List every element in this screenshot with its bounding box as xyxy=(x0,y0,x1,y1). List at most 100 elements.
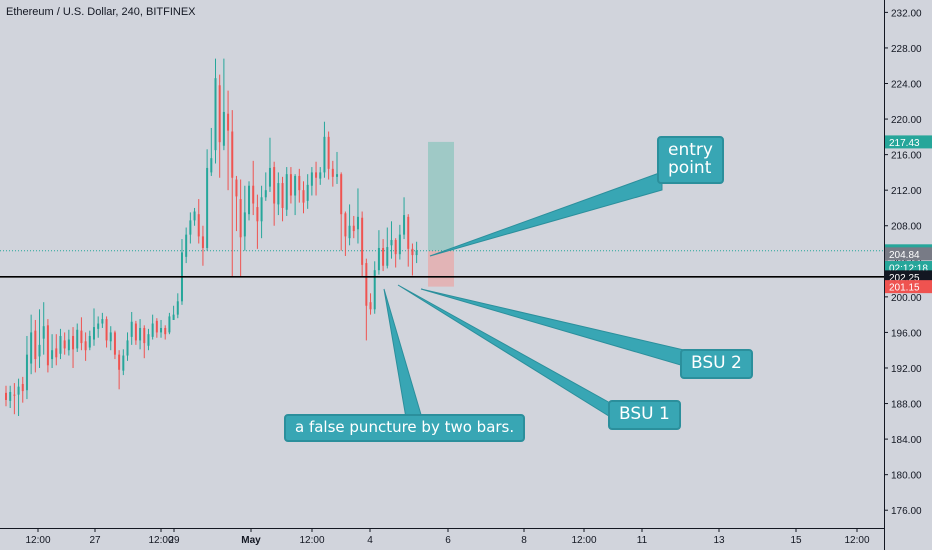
candle-body xyxy=(260,197,263,222)
candle-body xyxy=(411,248,414,256)
candle-body xyxy=(273,167,276,204)
candle-body xyxy=(42,326,45,339)
candle-body xyxy=(323,136,326,173)
candle-body xyxy=(306,184,309,201)
candle-body xyxy=(130,321,133,337)
candle-body xyxy=(118,354,121,370)
time-tick-label: 13 xyxy=(713,535,725,546)
candle-body xyxy=(51,350,54,360)
candle-body xyxy=(168,316,171,333)
time-tick-label: 12:00 xyxy=(25,535,50,546)
time-tick-label: May xyxy=(241,535,261,546)
price-badge-label: 02:12:18 xyxy=(889,264,928,275)
candle-body xyxy=(394,239,397,255)
candle-body xyxy=(38,344,41,357)
candle-body xyxy=(30,332,33,364)
callout-false-puncture: a false puncture by two bars. xyxy=(284,414,526,442)
candle-body xyxy=(298,175,301,191)
candle-body xyxy=(348,225,351,239)
price-badge xyxy=(885,247,932,261)
time-tick-label: 11 xyxy=(637,535,648,546)
candle-body xyxy=(294,175,297,196)
candle-body xyxy=(46,325,49,366)
candle-body xyxy=(101,319,104,324)
price-tick-label: 196.00 xyxy=(891,328,922,339)
candle-body xyxy=(336,174,339,177)
candle-body xyxy=(9,391,12,401)
candle-body xyxy=(344,213,347,237)
candle-body xyxy=(277,183,280,205)
price-badge-label: 202.25 xyxy=(889,273,920,284)
candle-body xyxy=(160,327,163,333)
candle-body xyxy=(340,174,343,215)
candle-body xyxy=(126,340,129,356)
candle-body xyxy=(189,220,192,235)
price-tick-label: 188.00 xyxy=(891,400,922,411)
candle-body xyxy=(264,190,267,198)
candle-body xyxy=(327,136,330,169)
candle-body xyxy=(285,174,288,210)
candle-body xyxy=(17,386,20,395)
candle-body xyxy=(310,172,313,186)
candle-body xyxy=(155,320,158,333)
candle-body xyxy=(214,78,217,151)
candle-body xyxy=(72,335,75,350)
candle-body xyxy=(67,339,70,351)
candle-body xyxy=(361,217,364,265)
candle-body xyxy=(34,330,37,360)
candle-body xyxy=(59,335,62,354)
time-tick-label: 15 xyxy=(790,535,802,546)
candle-body xyxy=(268,167,271,187)
callout-bsu-1: BSU 1 xyxy=(608,400,681,430)
candle-body xyxy=(252,185,255,204)
candle-body xyxy=(331,168,334,177)
time-tick-label: 12:00 xyxy=(571,535,596,546)
candle-body xyxy=(206,167,209,248)
time-axis-bg xyxy=(0,528,884,550)
candle-body xyxy=(97,323,100,329)
candle-body xyxy=(80,330,83,344)
price-badge xyxy=(885,270,932,284)
candle-body xyxy=(382,247,385,266)
candle-body xyxy=(210,158,213,173)
candle-body xyxy=(92,327,95,340)
candle-body xyxy=(201,236,204,248)
candle-body xyxy=(218,85,221,143)
candle-body xyxy=(88,335,91,348)
candle-body xyxy=(390,239,393,246)
candle-body xyxy=(147,334,150,346)
candle-body xyxy=(109,332,112,342)
target-zone xyxy=(428,141,454,251)
candle-body xyxy=(377,247,380,271)
price-tick-label: 228.00 xyxy=(891,44,922,55)
candle-body xyxy=(222,111,225,146)
candle-body xyxy=(105,319,108,341)
candle-body xyxy=(21,383,24,392)
price-badge xyxy=(885,280,932,294)
candle-body xyxy=(231,131,234,178)
candle-body xyxy=(197,214,200,237)
time-tick-label: 6 xyxy=(445,535,451,546)
candle-body xyxy=(84,341,87,351)
candle-body xyxy=(243,212,246,237)
time-tick-label: 4 xyxy=(367,535,373,546)
candle-body xyxy=(172,314,175,320)
candle-body xyxy=(403,215,406,235)
candle-body xyxy=(139,327,142,341)
candle-body xyxy=(239,199,242,238)
candle-body xyxy=(143,327,146,344)
price-badge xyxy=(885,135,932,149)
time-tick-label: 27 xyxy=(89,535,101,546)
candle-body xyxy=(407,216,410,249)
candle-body xyxy=(122,355,125,371)
candle-body xyxy=(63,340,66,349)
callout-bsu-2: BSU 2 xyxy=(680,349,753,379)
candle-body xyxy=(386,247,389,266)
candle-body xyxy=(5,392,7,400)
price-tick-label: 216.00 xyxy=(891,151,922,162)
chart-title: Ethereum / U.S. Dollar, 240, BITFINEX xyxy=(6,6,196,18)
price-tick-label: 212.00 xyxy=(891,186,922,197)
price-tick-label: 220.00 xyxy=(891,115,922,126)
